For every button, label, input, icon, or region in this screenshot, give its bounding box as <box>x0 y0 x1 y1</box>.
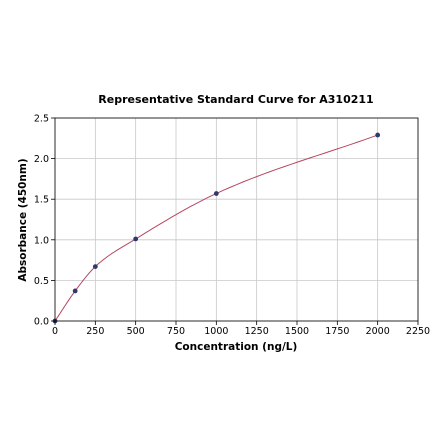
data-point <box>92 264 98 269</box>
y-tick-label: 2.5 <box>34 114 49 125</box>
data-point <box>72 288 78 294</box>
x-tick-label: 1250 <box>245 326 269 337</box>
x-tick-label: 1750 <box>325 326 349 337</box>
y-tick-label: 1.5 <box>34 195 49 206</box>
fit-curve <box>54 134 378 322</box>
x-tick-label: 1500 <box>285 326 309 337</box>
x-tick-label: 250 <box>86 326 104 337</box>
x-tick-label: 2250 <box>406 326 430 337</box>
x-tick-label: 500 <box>127 326 145 337</box>
x-tick-label: 1000 <box>204 326 228 337</box>
y-tick-label: 2.0 <box>34 154 49 165</box>
x-tick-label: 0 <box>52 326 58 337</box>
tick-layer: 0 250 500 750 1000 1250 1500 1750 2000 2250 0.0 0.5… <box>34 114 430 338</box>
grid-layer <box>54 117 419 322</box>
y-tick-label: 0.0 <box>34 317 49 328</box>
data-point <box>213 191 219 196</box>
fit-curve-layer <box>54 134 378 322</box>
y-tick-label: 0.5 <box>34 276 49 287</box>
y-tick-label: 1.0 <box>34 235 49 246</box>
plot-frame <box>54 117 419 322</box>
data-points-layer <box>52 132 381 324</box>
data-point <box>375 132 381 138</box>
data-point <box>133 236 139 242</box>
x-tick-label: 750 <box>167 326 185 337</box>
x-tick-label: 2000 <box>366 326 390 337</box>
x-axis-label: Concentration (ng/L) <box>175 341 298 353</box>
y-axis-label: Absorbance (450nm) <box>17 158 29 281</box>
chart-title: Representative Standard Curve for A31021… <box>98 93 373 106</box>
